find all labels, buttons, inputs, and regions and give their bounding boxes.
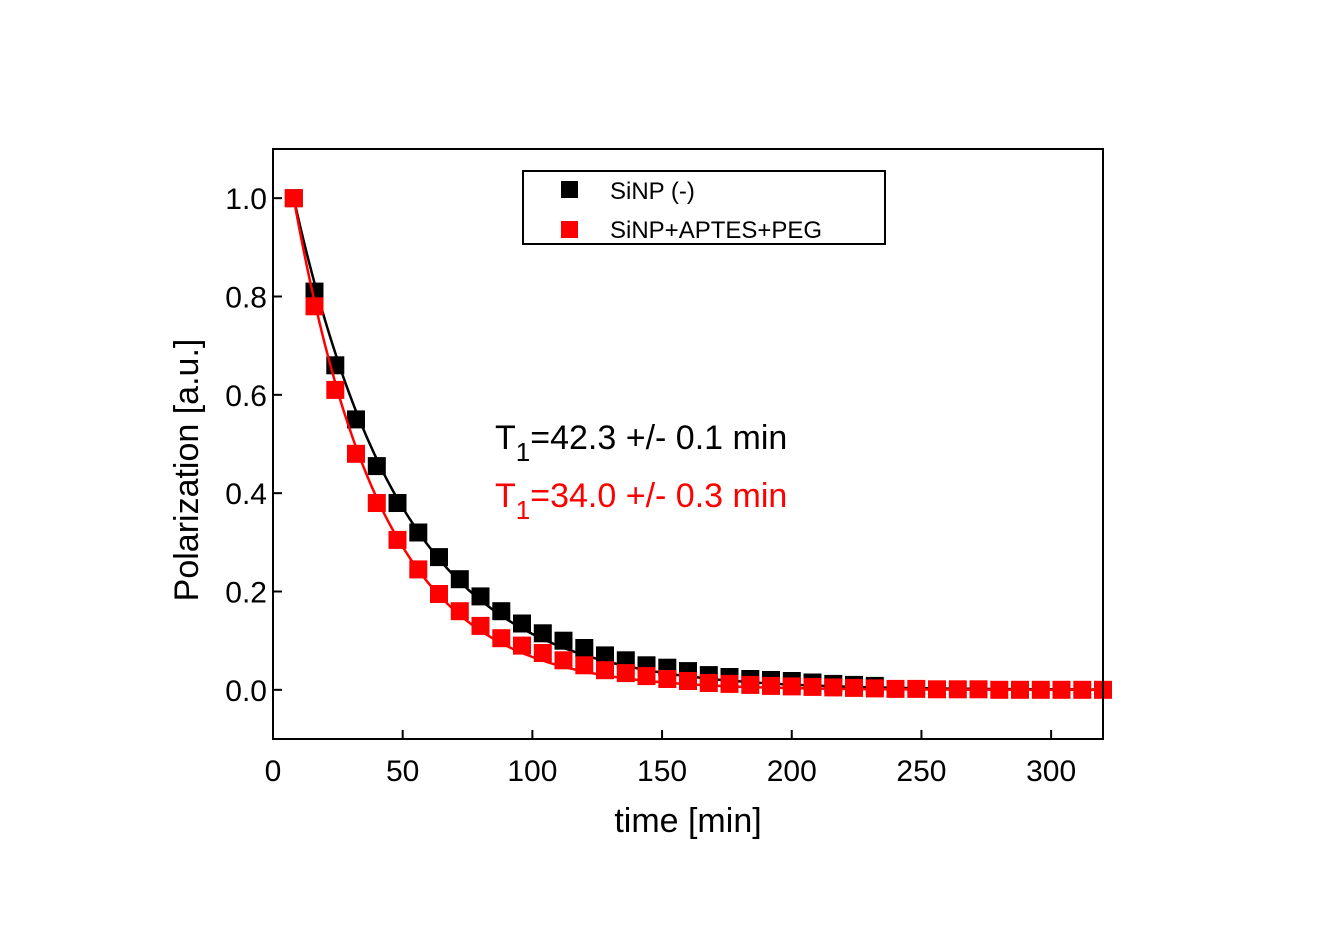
data-point-sinp-aptes-peg: [803, 677, 822, 696]
data-point-sinp-aptes-peg: [845, 678, 863, 697]
plot-frame: [272, 148, 1104, 740]
data-point-sinp-aptes-peg: [1052, 680, 1071, 699]
data-point-sinp-aptes-peg: [492, 629, 511, 648]
data-point-sinp-aptes-peg: [637, 667, 656, 686]
data-point-sinp-aptes-peg: [1073, 680, 1092, 699]
t1-prefix-sinp: T: [495, 419, 516, 457]
data-point-sinp: [305, 282, 324, 301]
data-point-sinp-aptes-peg: [1031, 680, 1050, 699]
data-point-sinp-aptes-peg: [907, 679, 926, 698]
data-point-sinp-aptes-peg: [575, 656, 594, 675]
data-point-sinp: [492, 602, 511, 621]
data-point-sinp-aptes-peg: [720, 674, 739, 693]
fit-curve-sinp-aptes-peg: [292, 197, 1103, 692]
data-point-sinp-aptes-peg: [990, 680, 1009, 699]
data-point-sinp: [450, 570, 469, 589]
data-point-sinp: [513, 614, 531, 633]
data-point-sinp-aptes-peg: [430, 585, 448, 603]
series-sinp-aptes-peg: [284, 189, 1112, 699]
data-point-sinp-aptes-peg: [513, 636, 531, 655]
x-tick-label: 50: [386, 755, 419, 788]
legend-marker-sinp-aptes-peg: [561, 221, 578, 238]
x-tick-label: 150: [637, 755, 687, 788]
t1-subscript-sinp: 1: [516, 437, 530, 467]
data-point-sinp: [596, 646, 614, 665]
x-tick-label: 300: [1026, 755, 1076, 788]
data-point-sinp-aptes-peg: [409, 560, 428, 579]
data-point-sinp: [533, 624, 552, 643]
legend-marker-sinp: [561, 181, 578, 198]
data-point-sinp: [409, 523, 428, 542]
data-point-sinp-aptes-peg: [741, 675, 760, 694]
data-point-sinp-aptes-peg: [450, 602, 469, 621]
y-tick-label: 0.8: [225, 282, 267, 315]
ticks-layer: 0 50 100 150 200 250 300 0.0 0.2 0.4 0.6 0.8 1.0: [225, 183, 1076, 788]
legend-label-sinp: SiNP (-): [610, 178, 695, 205]
data-point-sinp: [471, 587, 490, 606]
t1-value-sinp-aptes-peg: =34.0 +/- 0.3 min: [530, 477, 787, 515]
data-point-sinp: [347, 410, 365, 429]
x-axis-label: time [min]: [614, 802, 761, 840]
data-point-sinp-aptes-peg: [616, 664, 635, 683]
x-tick-label: 0: [265, 755, 282, 788]
data-point-sinp-aptes-peg: [782, 677, 801, 696]
data-point-sinp-aptes-peg: [347, 444, 365, 463]
x-tick-label: 100: [507, 755, 557, 788]
y-tick-label: 0.6: [225, 380, 267, 413]
data-point-sinp-aptes-peg: [305, 297, 324, 316]
data-point-sinp-aptes-peg: [969, 680, 988, 699]
x-tick-label: 200: [767, 755, 817, 788]
x-tick-label: 250: [896, 755, 946, 788]
data-point-sinp: [430, 548, 448, 567]
data-point-sinp-aptes-peg: [679, 672, 697, 690]
t1-annotation-sinp-aptes-peg: T1=34.0 +/- 0.3 min: [495, 477, 787, 525]
data-point-sinp-aptes-peg: [824, 678, 843, 697]
data-point-sinp-aptes-peg: [1011, 680, 1029, 699]
t1-annotation-sinp: T1=42.3 +/- 0.1 min: [495, 419, 787, 467]
data-point-sinp: [575, 639, 594, 657]
data-point-sinp-aptes-peg: [388, 530, 407, 549]
y-tick-label: 0.2: [225, 577, 267, 610]
data-point-sinp-aptes-peg: [928, 680, 946, 699]
data-point-sinp-aptes-peg: [886, 679, 905, 698]
data-point-sinp-aptes-peg: [326, 380, 345, 399]
y-tick-label: 1.0: [225, 183, 267, 216]
t1-value-sinp: =42.3 +/- 0.1 min: [530, 419, 787, 457]
data-point-sinp-aptes-peg: [762, 676, 780, 695]
legend-label-sinp-aptes-peg: SiNP+APTES+PEG: [610, 217, 822, 244]
data-point-sinp-aptes-peg: [367, 494, 386, 512]
data-point-sinp-aptes-peg: [596, 661, 614, 680]
data-point-sinp-aptes-peg: [658, 670, 677, 688]
y-tick-label: 0.0: [225, 675, 267, 708]
data-point-sinp-aptes-peg: [699, 674, 718, 692]
y-tick-label: 0.4: [225, 478, 267, 511]
data-point-sinp-aptes-peg: [554, 651, 573, 670]
data-point-sinp-aptes-peg: [284, 189, 303, 208]
data-point-sinp: [367, 457, 386, 476]
legend-box: [522, 170, 886, 245]
data-point-sinp-aptes-peg: [948, 680, 967, 699]
y-axis-label: Polarization [a.u.]: [168, 339, 206, 602]
data-point-sinp-aptes-peg: [533, 644, 552, 662]
t1-prefix-sinp-aptes-peg: T: [495, 477, 516, 515]
data-point-sinp-aptes-peg: [865, 679, 884, 698]
data-point-sinp: [554, 631, 573, 650]
data-point-sinp: [388, 494, 407, 512]
series-layer: [284, 189, 1112, 699]
t1-subscript-sinp-aptes-peg: 1: [516, 495, 530, 525]
legend: SiNP (-) SiNP+APTES+PEG: [522, 170, 886, 245]
data-point-sinp-aptes-peg: [471, 616, 490, 635]
